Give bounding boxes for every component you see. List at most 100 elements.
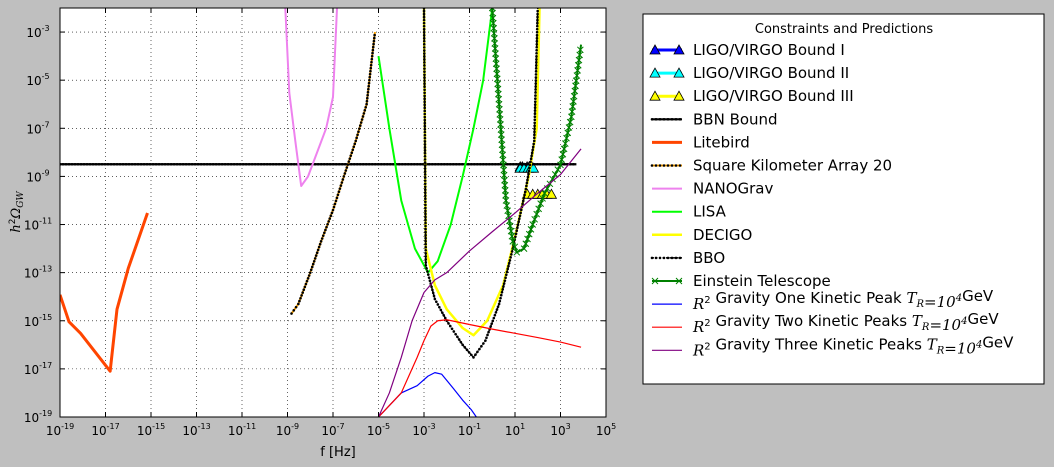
series-bbn-bound-marker (379, 162, 383, 166)
y-tick-label: 10-19 (24, 409, 52, 425)
x-tick-label: 10-19 (46, 422, 74, 438)
series-bbn-bound-marker (118, 162, 122, 166)
series-square-kilometer-array-20-marker (321, 234, 325, 237)
series-bbo-marker (502, 282, 506, 285)
series-bbn-bound-marker (247, 162, 251, 166)
series-bbo-marker (533, 136, 536, 140)
legend: Constraints and Predictions LIGO/VIRGO B… (642, 13, 1045, 385)
series-bbo-marker (496, 305, 500, 309)
series-bbn-bound-marker (449, 162, 452, 166)
x-tick-label: 10-1 (458, 422, 481, 438)
series-bbo-marker (422, 15, 426, 19)
series-bbo-marker (517, 220, 520, 224)
series-bbo-marker (535, 42, 539, 46)
series-square-kilometer-array-20-marker (365, 102, 368, 106)
series-bbn-bound (60, 162, 577, 166)
series-square-kilometer-array-20-marker (324, 228, 327, 232)
series-bbn-bound-marker (400, 162, 404, 166)
series-bbo-marker (424, 218, 427, 222)
series-bbo-marker (424, 221, 427, 225)
series-bbn-bound-marker (548, 162, 551, 166)
series-r-gravity-three-kinetic-peaks-t-r-10-gev-line (377, 148, 582, 417)
series-bbn-bound-marker (412, 162, 416, 166)
series-bbn-bound-marker (436, 162, 440, 166)
series-square-kilometer-array-20-marker (372, 36, 376, 40)
series-bbo-marker (535, 27, 539, 31)
series-bbn-bound-marker (85, 162, 89, 166)
series-square-kilometer-array-20-marker (294, 305, 298, 309)
series-bbn-bound-marker (533, 162, 536, 166)
series-bbo-marker (423, 167, 427, 170)
series-einstein-telescope-marker (560, 145, 568, 153)
series-einstein-telescope-marker (549, 175, 556, 183)
legend-marker (674, 256, 678, 260)
series-square-kilometer-array-20-marker (361, 115, 365, 118)
series-bbn-bound-marker (190, 162, 194, 166)
series-bbn-bound-marker (238, 162, 242, 166)
series-bbn-bound-marker (112, 162, 116, 166)
series-bbo-marker (535, 39, 539, 43)
series-bbo-marker (424, 261, 428, 264)
series-bbo-marker (424, 194, 427, 198)
series-square-kilometer-array-20-marker (343, 172, 347, 175)
series-square-kilometer-array-20-marker (297, 302, 300, 306)
legend-entry-nanograv: NANOGrav (652, 180, 773, 198)
y-tick-label: 10-11 (24, 217, 52, 233)
x-tick-label: 10-13 (182, 422, 210, 438)
series-bbn-bound-marker (494, 162, 497, 166)
legend-marker (670, 164, 674, 167)
series-bbn-bound-marker (521, 162, 524, 166)
series-einstein-telescope (488, 8, 584, 256)
series-bbo-marker (533, 127, 536, 131)
series-bbn-bound-marker (491, 162, 494, 166)
legend-label: LIGO/VIRGO Bound I (693, 41, 845, 59)
series-bbn-bound-marker (286, 162, 290, 166)
series-bbo-marker (523, 193, 526, 197)
series-bbn-bound-marker (280, 162, 284, 166)
series-bbn-bound-marker (446, 162, 449, 166)
series-bbn-bound-marker (349, 162, 353, 166)
series-bbo-marker (534, 85, 537, 88)
series-square-kilometer-array-20-marker (367, 81, 371, 85)
series-r-gravity-three-kinetic-peaks-t-r-10-gev (377, 148, 582, 417)
series-bbo-marker (470, 353, 473, 357)
series-bbo-marker (531, 145, 535, 149)
series-bbo-marker (534, 64, 538, 67)
series-bbo-marker (427, 276, 431, 279)
series-bbo-marker (423, 115, 427, 119)
series-bbo-marker (535, 48, 538, 52)
series-bbn-bound-marker (94, 162, 98, 166)
series-square-kilometer-array-20-marker (333, 202, 337, 206)
series-bbo-marker (527, 169, 531, 173)
series-bbo-marker (535, 58, 538, 61)
series-bbo-marker (504, 276, 507, 280)
series-nanograv (284, 8, 339, 187)
series-bbo-marker (423, 76, 426, 79)
series-square-kilometer-array-20-marker (341, 178, 345, 181)
series-bbo-marker (485, 336, 488, 340)
series-bbn-bound-marker (244, 162, 248, 166)
series-bbo-marker (433, 297, 437, 301)
series-square-kilometer-array-20-marker (371, 48, 375, 52)
series-square-kilometer-array-20-marker (342, 175, 346, 178)
series-bbo-marker (422, 49, 426, 52)
series-bbo-marker (422, 33, 426, 37)
series-bbn-bound-marker (199, 162, 203, 166)
series-bbo-marker (534, 91, 537, 94)
series-bbn-bound-marker (229, 162, 233, 166)
series-bbo-marker (423, 109, 427, 113)
series-bbo-marker (491, 319, 495, 323)
series-bbn-bound-marker (133, 162, 137, 166)
series-litebird-line (60, 212, 149, 373)
series-bbo-marker (516, 226, 519, 230)
series-bbn-bound-marker (241, 162, 245, 166)
series-square-kilometer-array-20-marker (345, 166, 349, 169)
series-bbo-marker (536, 21, 539, 25)
series-bbo-marker (532, 142, 536, 146)
series-bbo-marker (474, 353, 477, 356)
series-bbo-marker (423, 146, 427, 149)
series-einstein-telescope-marker (564, 129, 572, 137)
series-bbo-marker (461, 343, 464, 347)
series-bbn-bound-marker (415, 162, 419, 166)
series-bbo-marker (521, 199, 525, 203)
